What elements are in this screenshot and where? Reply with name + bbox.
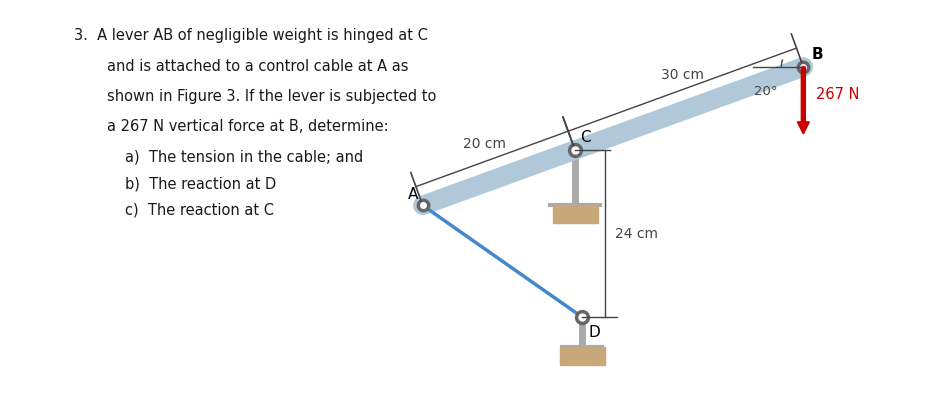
Text: b)  The reaction at D: b) The reaction at D — [125, 176, 277, 191]
Text: 30 cm: 30 cm — [660, 68, 703, 82]
Text: 20 cm: 20 cm — [462, 137, 505, 151]
Text: 267 N: 267 N — [816, 87, 859, 102]
Text: 24 cm: 24 cm — [614, 226, 657, 241]
Text: shown in Figure 3. If the lever is subjected to: shown in Figure 3. If the lever is subje… — [107, 89, 436, 104]
Text: c)  The reaction at C: c) The reaction at C — [125, 202, 274, 217]
Bar — [552, 205, 597, 223]
FancyArrow shape — [796, 67, 808, 134]
Text: 20°: 20° — [753, 85, 776, 98]
Text: and is attached to a control cable at A as: and is attached to a control cable at A … — [107, 59, 408, 74]
Text: C: C — [579, 130, 590, 145]
Text: B: B — [810, 47, 822, 62]
Text: A: A — [407, 188, 418, 202]
Bar — [559, 347, 604, 365]
Text: a 267 N vertical force at B, determine:: a 267 N vertical force at B, determine: — [107, 119, 388, 134]
Text: a)  The tension in the cable; and: a) The tension in the cable; and — [125, 150, 363, 165]
Text: D: D — [588, 325, 600, 340]
Text: 3.  A lever AB of negligible weight is hinged at C: 3. A lever AB of negligible weight is hi… — [74, 28, 428, 43]
